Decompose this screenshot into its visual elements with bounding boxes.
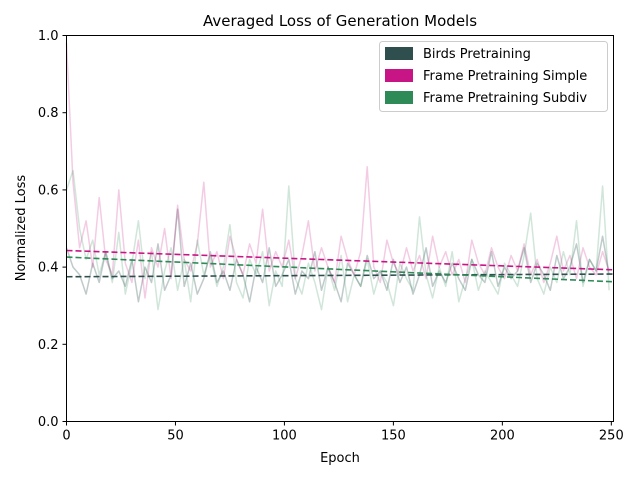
legend-label-frame-subdiv: Frame Pretraining Subdiv: [423, 91, 587, 106]
y-tick-label: 0.0: [38, 415, 59, 430]
y-tick-label: 0.4: [38, 261, 59, 276]
chart-title: Averaged Loss of Generation Models: [203, 12, 477, 30]
y-tick-label: 0.8: [38, 106, 59, 121]
axes-frame: [66, 35, 614, 422]
legend-label-birds: Birds Pretraining: [423, 47, 531, 62]
y-tick-label: 0.2: [38, 338, 59, 353]
x-tick-label: 50: [167, 429, 184, 444]
y-tick-label: 1.0: [38, 29, 59, 44]
trend-line-2: [66, 256, 614, 283]
legend-label-frame-simple: Frame Pretraining Simple: [423, 69, 587, 84]
x-axis-label: Epoch: [320, 451, 360, 466]
x-tick-label: 250: [599, 429, 624, 444]
legend: Birds Pretraining Frame Pretraining Simp…: [379, 41, 608, 112]
x-tick-label: 150: [381, 429, 406, 444]
x-tick-label: 0: [62, 429, 70, 444]
plot-layer: [65, 43, 614, 311]
trend-line-0: [66, 273, 614, 278]
x-tick-label: 200: [490, 429, 515, 444]
y-axis-ticks: 0.0 0.2 0.4 0.6 0.8 1.0: [38, 29, 67, 430]
legend-swatch-frame-subdiv: [385, 91, 413, 104]
legend-swatch-frame-simple: [385, 69, 413, 82]
x-tick-label: 100: [272, 429, 297, 444]
y-tick-label: 0.6: [38, 183, 59, 198]
legend-swatch-birds: [385, 47, 413, 60]
trend-line-1: [66, 249, 614, 271]
legend-box: [379, 41, 608, 112]
y-axis-label: Normalized Loss: [14, 175, 29, 282]
series-line-2: [65, 169, 610, 311]
x-axis-ticks: 0 50 100 150 200 250: [62, 421, 624, 444]
